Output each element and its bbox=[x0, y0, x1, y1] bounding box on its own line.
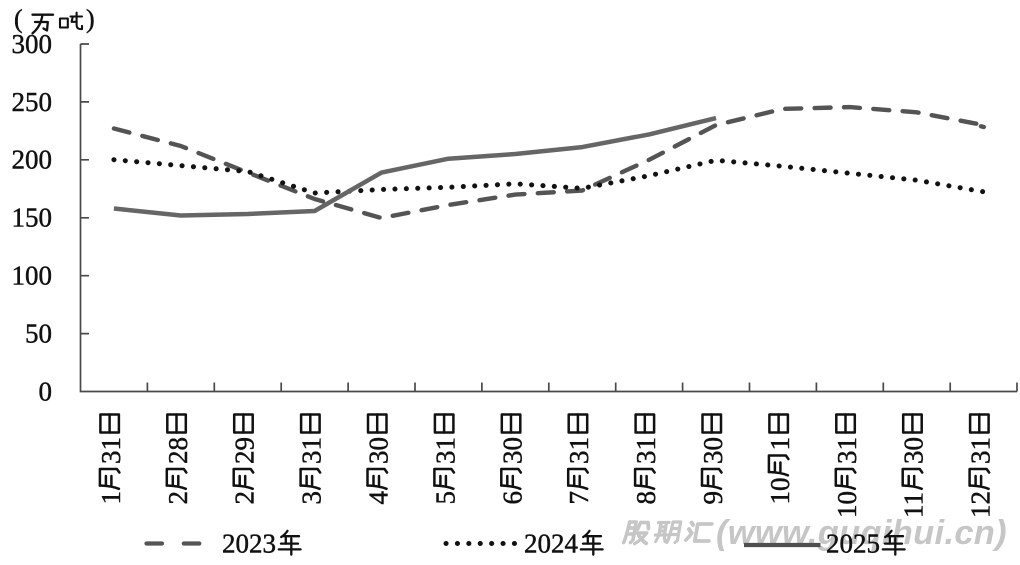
svg-text:31: 31 bbox=[430, 437, 460, 464]
svg-text:200: 200 bbox=[12, 145, 53, 175]
svg-text:250: 250 bbox=[12, 87, 53, 117]
svg-text:1: 1 bbox=[765, 437, 795, 451]
svg-text:30: 30 bbox=[497, 437, 527, 464]
svg-text:10: 10 bbox=[832, 491, 862, 518]
svg-text:31: 31 bbox=[966, 437, 996, 464]
svg-text:5: 5 bbox=[430, 491, 460, 505]
svg-text:7: 7 bbox=[564, 491, 594, 505]
svg-text:31: 31 bbox=[564, 437, 594, 464]
svg-text:2023: 2023 bbox=[222, 529, 276, 559]
svg-text:0: 0 bbox=[39, 376, 53, 406]
svg-text:(: ( bbox=[14, 5, 23, 34]
svg-text:50: 50 bbox=[25, 319, 52, 349]
svg-text:2024: 2024 bbox=[524, 529, 579, 559]
svg-text:12: 12 bbox=[966, 491, 996, 518]
svg-text:2: 2 bbox=[163, 491, 193, 505]
svg-text:30: 30 bbox=[899, 437, 929, 464]
svg-text:28: 28 bbox=[163, 437, 193, 464]
svg-text:9: 9 bbox=[698, 491, 728, 505]
svg-text:): ) bbox=[86, 5, 95, 34]
svg-text:31: 31 bbox=[96, 437, 126, 464]
svg-text:30: 30 bbox=[364, 437, 394, 464]
svg-text:8: 8 bbox=[631, 491, 661, 505]
svg-text:6: 6 bbox=[497, 491, 527, 505]
svg-text:30: 30 bbox=[698, 437, 728, 464]
svg-text:10: 10 bbox=[765, 478, 795, 505]
svg-text:1: 1 bbox=[96, 491, 126, 505]
svg-text:31: 31 bbox=[297, 437, 327, 464]
svg-text:100: 100 bbox=[12, 261, 53, 291]
svg-text:150: 150 bbox=[12, 203, 53, 233]
svg-text:31: 31 bbox=[631, 437, 661, 464]
svg-text:2025: 2025 bbox=[826, 529, 880, 559]
svg-text:3: 3 bbox=[297, 491, 327, 505]
svg-text:11: 11 bbox=[899, 492, 929, 518]
svg-text:29: 29 bbox=[230, 437, 260, 464]
svg-text:4: 4 bbox=[364, 491, 394, 505]
svg-text:2: 2 bbox=[230, 491, 260, 505]
svg-text:31: 31 bbox=[832, 437, 862, 464]
